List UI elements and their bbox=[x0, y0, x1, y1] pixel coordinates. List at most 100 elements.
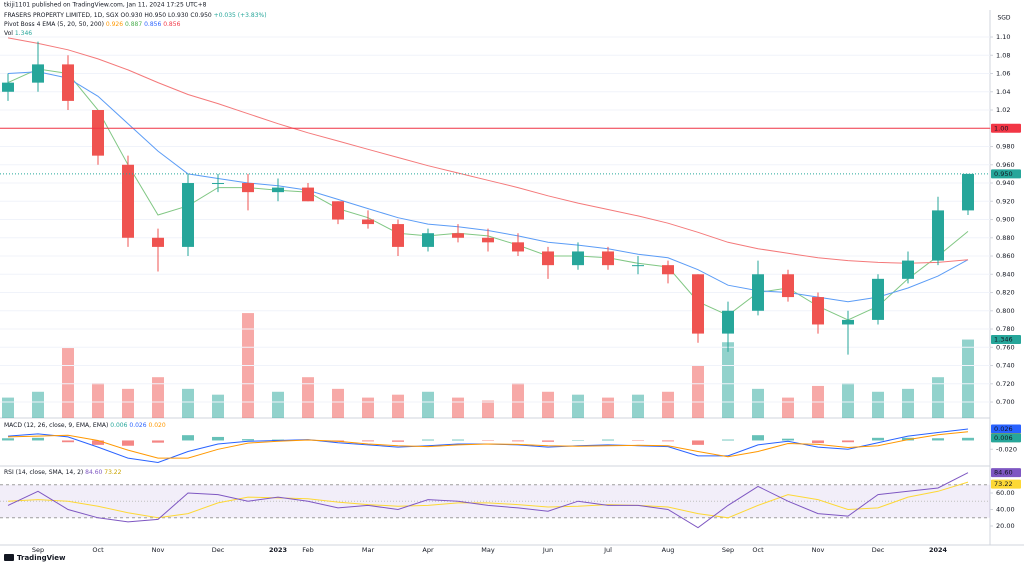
ema-value: 0.856 bbox=[144, 21, 161, 28]
y-tick-label: 0.920 bbox=[996, 197, 1015, 205]
brand: TradingView bbox=[4, 554, 66, 562]
candle-body bbox=[602, 251, 614, 266]
candle-body bbox=[722, 310, 734, 334]
volume-bar bbox=[722, 342, 734, 418]
volume-bar bbox=[902, 388, 914, 418]
x-tick-label: Apr bbox=[422, 546, 434, 554]
change: +0.035 (+3.83%) bbox=[214, 12, 267, 19]
x-tick-label: Sep bbox=[722, 546, 734, 554]
macd-histogram-bar bbox=[92, 440, 104, 445]
macd-histogram-bar bbox=[692, 440, 704, 445]
y-tick-label: 0.960 bbox=[996, 161, 1015, 169]
ema-value: 0.856 bbox=[163, 21, 180, 28]
macd-histogram-bar bbox=[32, 437, 44, 441]
volume-bar bbox=[572, 394, 584, 418]
volume-bar bbox=[92, 383, 104, 418]
candle-body bbox=[212, 183, 224, 185]
candle-body bbox=[872, 278, 884, 320]
x-tick-label: Sep bbox=[32, 546, 44, 554]
macd-histogram-bar bbox=[392, 440, 404, 442]
price-badge-label: 0.026 bbox=[994, 425, 1013, 433]
macd-histogram-bar bbox=[242, 439, 254, 441]
macd-histogram-bar bbox=[782, 438, 794, 441]
candle-body bbox=[152, 237, 164, 247]
volume-bar bbox=[212, 394, 224, 418]
x-tick-label: 2023 bbox=[269, 546, 287, 554]
macd-histogram-bar bbox=[722, 439, 734, 441]
macd-histogram-bar bbox=[182, 435, 194, 441]
ema-legend: Pivot Boss 4 EMA (5, 20, 50, 200) 0.926 … bbox=[4, 21, 181, 28]
currency: SGD bbox=[997, 15, 1010, 22]
y-tick-label: 0.880 bbox=[996, 234, 1015, 242]
candle-body bbox=[842, 319, 854, 325]
y-tick-label: 1.06 bbox=[996, 70, 1010, 78]
x-tick-label: Aug bbox=[662, 546, 675, 554]
candle-body bbox=[62, 64, 74, 101]
ohlc: O0.930 H0.950 L0.930 C0.950 bbox=[121, 12, 212, 19]
candle-body bbox=[542, 251, 554, 266]
macd-histogram-bar bbox=[212, 436, 224, 441]
signal-line bbox=[7, 431, 969, 459]
macd-histogram-bar bbox=[422, 439, 434, 441]
volume-legend: Vol 1.346 bbox=[4, 30, 32, 37]
price-badge-label: 84.60 bbox=[994, 469, 1013, 477]
price-badge bbox=[991, 169, 1021, 179]
volume-bar bbox=[662, 391, 674, 418]
y-tick-label: 0.820 bbox=[996, 289, 1015, 297]
volume-bar bbox=[152, 377, 164, 418]
y-tick-label: 0.980 bbox=[996, 143, 1015, 151]
volume-bar bbox=[512, 383, 524, 418]
y-tick-label: 0.900 bbox=[996, 216, 1015, 224]
macd-value: 0.020 bbox=[148, 422, 165, 429]
y-tick-label: 60.00 bbox=[996, 489, 1015, 497]
volume-bar bbox=[962, 339, 974, 418]
volume-bar bbox=[632, 394, 644, 418]
volume-bar bbox=[392, 394, 404, 418]
price-badge-label: 73.22 bbox=[994, 480, 1013, 488]
volume-bar bbox=[932, 377, 944, 418]
macd-legend: MACD (12, 26, close, 9, EMA, EMA) 0.006 … bbox=[4, 422, 166, 429]
y-tick-label: 0.720 bbox=[996, 380, 1015, 388]
macd-histogram-bar bbox=[962, 437, 974, 441]
macd-histogram-bar bbox=[152, 440, 164, 443]
volume-bar bbox=[842, 383, 854, 418]
brand-name: TradingView bbox=[17, 554, 66, 562]
candle-body bbox=[122, 164, 134, 238]
macd-histogram-bar bbox=[62, 440, 74, 443]
x-tick-label: Feb bbox=[302, 546, 314, 554]
ema-value: 0.887 bbox=[125, 21, 142, 28]
x-tick-label: Oct bbox=[752, 546, 764, 554]
candle-body bbox=[482, 237, 494, 243]
y-tick-label: 40.00 bbox=[996, 506, 1015, 514]
volume-title: Vol bbox=[4, 30, 13, 37]
price-badge bbox=[991, 335, 1021, 345]
macd-histogram-bar bbox=[542, 440, 554, 442]
price-badge bbox=[991, 479, 1021, 489]
rsi-line bbox=[7, 472, 969, 529]
candle-body bbox=[2, 82, 14, 92]
y-tick-label: 20.00 bbox=[996, 522, 1015, 530]
x-tick-label: Dec bbox=[872, 546, 885, 554]
y-tick-label: -0.020 bbox=[996, 445, 1017, 453]
candle-body bbox=[182, 183, 194, 247]
brand-logo bbox=[4, 554, 14, 561]
x-tick-label: Jul bbox=[603, 546, 612, 554]
volume-bar bbox=[452, 397, 464, 418]
y-tick-label: 0.940 bbox=[996, 179, 1015, 187]
plot bbox=[0, 36, 993, 529]
volume-bar bbox=[752, 388, 764, 418]
candle-body bbox=[512, 242, 524, 252]
volume-bar bbox=[872, 391, 884, 418]
macd-histogram-bar bbox=[512, 440, 524, 442]
y-tick-label: 1.10 bbox=[996, 33, 1010, 41]
x-tick-label: Dec bbox=[212, 546, 225, 554]
candle-body bbox=[812, 297, 824, 325]
macd-histogram-bar bbox=[812, 440, 824, 444]
candle-body bbox=[632, 265, 644, 267]
macd-histogram-bar bbox=[752, 435, 764, 441]
candle-body bbox=[362, 219, 374, 225]
rsi-title: RSI (14, close, SMA, 14, 2) bbox=[4, 469, 83, 476]
price-badge bbox=[991, 123, 1021, 133]
y-tick-label: 0.760 bbox=[996, 343, 1015, 351]
